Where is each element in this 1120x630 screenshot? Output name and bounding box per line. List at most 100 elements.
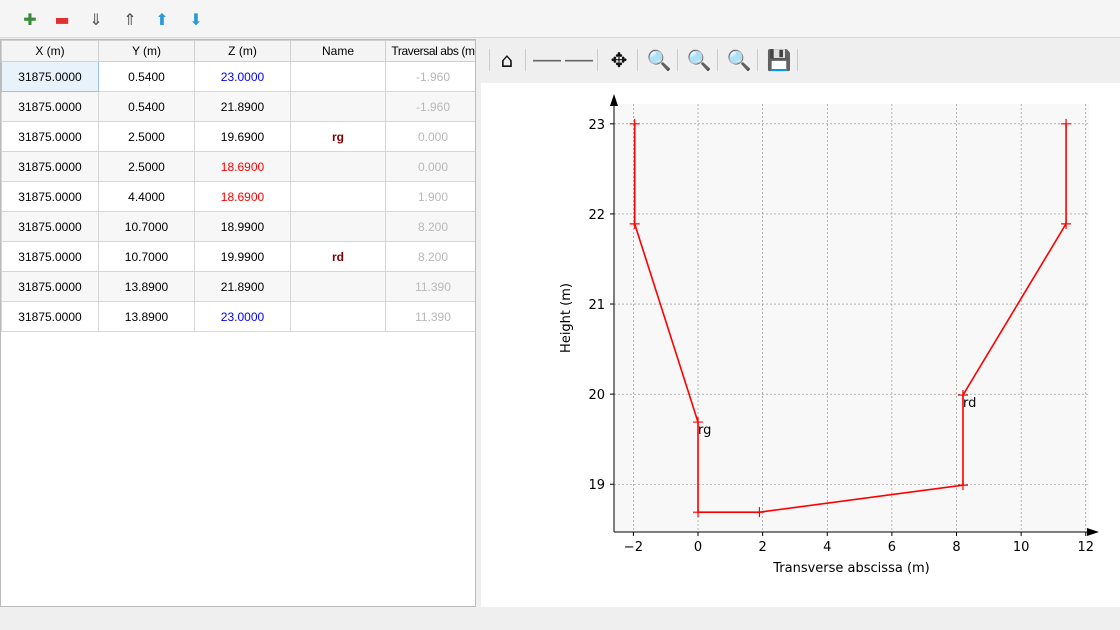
name-cell[interactable] xyxy=(290,181,386,212)
home-icon: ⌂ xyxy=(500,48,514,72)
y-tick-label: 20 xyxy=(588,388,605,403)
data-point-marker xyxy=(1061,118,1072,129)
arrow-down-icon: ⬇ xyxy=(189,9,203,29)
x-tick-label: 12 xyxy=(1077,540,1094,555)
move-up-button[interactable]: ⬆ xyxy=(150,8,174,30)
sort-descending-icon: ⇑ xyxy=(123,9,137,29)
y-cell[interactable]: 2.5000 xyxy=(98,121,195,152)
x-cell[interactable]: 31875.0000 xyxy=(1,121,99,152)
save-button[interactable]: 💾 xyxy=(765,47,793,73)
toolbar-separator xyxy=(797,49,798,71)
back-button[interactable]: 🡐 xyxy=(533,47,561,73)
table-toolbar: ✚ ▬ ⇓ ⇑ ⬆ ⬇ xyxy=(0,0,1120,38)
table-row[interactable]: 31875.0000 2.5000 19.6900 rg 0.000 xyxy=(1,121,475,152)
z-cell[interactable]: 21.8900 xyxy=(194,91,291,122)
y-tick-label: 23 xyxy=(588,118,605,133)
z-cell[interactable]: 23.0000 xyxy=(194,301,291,332)
x-tick-label: 2 xyxy=(758,540,766,555)
name-cell[interactable] xyxy=(290,91,386,122)
x-cell[interactable]: 31875.0000 xyxy=(1,181,99,212)
y-cell[interactable]: 2.5000 xyxy=(98,151,195,182)
column-header[interactable]: Traversal abs (m xyxy=(385,40,475,62)
data-point-marker xyxy=(629,218,640,229)
move-icon: ✥ xyxy=(610,48,628,72)
table-row[interactable]: 31875.0000 2.5000 18.6900 0.000 xyxy=(1,151,475,182)
column-header[interactable]: X (m) xyxy=(1,40,99,62)
toolbar-separator xyxy=(717,49,718,71)
name-cell[interactable] xyxy=(290,151,386,182)
pan-button[interactable]: ✥ xyxy=(605,47,633,73)
toolbar-separator xyxy=(677,49,678,71)
name-cell[interactable] xyxy=(290,61,386,92)
table-row[interactable]: 31875.0000 0.5400 23.0000 -1.960 xyxy=(1,61,475,92)
y-cell[interactable]: 4.4000 xyxy=(98,181,195,212)
x-tick-label: −2 xyxy=(624,540,643,555)
data-point-marker xyxy=(693,507,704,518)
name-cell[interactable]: rd xyxy=(290,241,386,272)
traversal-cell[interactable]: -1.960 xyxy=(385,61,475,92)
zoom-button[interactable]: 🔍 xyxy=(645,47,673,73)
profile-chart[interactable]: −2 0 2 4 6 8 10 12 19 20 21 22 23 rg rd Transverse absc… xyxy=(481,83,1120,607)
z-cell[interactable]: 23.0000 xyxy=(194,61,291,92)
magnifier-fit-icon: 🔍 xyxy=(726,48,752,72)
table-row[interactable]: 31875.0000 13.8900 21.8900 11.390 xyxy=(1,271,475,302)
add-row-button[interactable]: ✚ xyxy=(18,8,42,30)
x-cell[interactable]: 31875.0000 xyxy=(1,211,99,242)
traversal-cell[interactable]: 8.200 xyxy=(385,241,475,272)
x-cell[interactable]: 31875.0000 xyxy=(1,91,99,122)
z-cell[interactable]: 18.6900 xyxy=(194,151,291,182)
table-row[interactable]: 31875.0000 4.4000 18.6900 1.900 xyxy=(1,181,475,212)
remove-row-button[interactable]: ▬ xyxy=(50,8,74,30)
point-annotation: rg xyxy=(698,423,711,438)
sort-ascending-button[interactable]: ⇓ xyxy=(84,8,108,30)
sort-ascending-icon: ⇓ xyxy=(89,9,103,29)
table-row[interactable]: 31875.0000 0.5400 21.8900 -1.960 xyxy=(1,91,475,122)
traversal-cell[interactable]: 11.390 xyxy=(385,301,475,332)
x-cell[interactable]: 31875.0000 xyxy=(1,241,99,272)
z-cell[interactable]: 19.6900 xyxy=(194,121,291,152)
x-cell[interactable]: 31875.0000 xyxy=(1,151,99,182)
zoom-fit-button[interactable]: 🔍 xyxy=(725,47,753,73)
toolbar-separator xyxy=(525,49,526,71)
data-point-marker xyxy=(957,390,968,401)
z-cell[interactable]: 18.6900 xyxy=(194,181,291,212)
x-cell[interactable]: 31875.0000 xyxy=(1,301,99,332)
minus-icon: ▬ xyxy=(54,9,70,29)
name-cell[interactable] xyxy=(290,271,386,302)
z-cell[interactable]: 18.9900 xyxy=(194,211,291,242)
y-cell[interactable]: 13.8900 xyxy=(98,271,195,302)
traversal-cell[interactable]: 11.390 xyxy=(385,271,475,302)
table-row[interactable]: 31875.0000 10.7000 18.9900 8.200 xyxy=(1,211,475,242)
sort-descending-button[interactable]: ⇑ xyxy=(118,8,142,30)
home-button[interactable]: ⌂ xyxy=(493,47,521,73)
y-cell[interactable]: 10.7000 xyxy=(98,211,195,242)
column-header[interactable]: Name xyxy=(290,40,386,62)
data-point-marker xyxy=(957,480,968,491)
traversal-cell[interactable]: -1.960 xyxy=(385,91,475,122)
x-cell[interactable]: 31875.0000 xyxy=(1,271,99,302)
z-cell[interactable]: 19.9900 xyxy=(194,241,291,272)
name-cell[interactable] xyxy=(290,301,386,332)
zoom-info-button[interactable]: 🔍 xyxy=(685,47,713,73)
name-cell[interactable]: rg xyxy=(290,121,386,152)
x-axis-label: Transverse abscissa (m) xyxy=(772,561,930,576)
table-row[interactable]: 31875.0000 13.8900 23.0000 11.390 xyxy=(1,301,475,332)
y-cell[interactable]: 13.8900 xyxy=(98,301,195,332)
y-cell[interactable]: 0.5400 xyxy=(98,61,195,92)
toolbar-separator xyxy=(637,49,638,71)
traversal-cell[interactable]: 1.900 xyxy=(385,181,475,212)
y-axis-label: Height (m) xyxy=(559,283,574,353)
column-header[interactable]: Z (m) xyxy=(194,40,291,62)
y-cell[interactable]: 10.7000 xyxy=(98,241,195,272)
name-cell[interactable] xyxy=(290,211,386,242)
forward-button[interactable]: 🡒 xyxy=(565,47,593,73)
x-cell[interactable]: 31875.0000 xyxy=(1,61,99,92)
move-down-button[interactable]: ⬇ xyxy=(184,8,208,30)
table-row[interactable]: 31875.0000 10.7000 19.9900 rd 8.200 xyxy=(1,241,475,272)
z-cell[interactable]: 21.8900 xyxy=(194,271,291,302)
traversal-cell[interactable]: 0.000 xyxy=(385,121,475,152)
y-cell[interactable]: 0.5400 xyxy=(98,91,195,122)
traversal-cell[interactable]: 0.000 xyxy=(385,151,475,182)
traversal-cell[interactable]: 8.200 xyxy=(385,211,475,242)
column-header[interactable]: Y (m) xyxy=(98,40,195,62)
